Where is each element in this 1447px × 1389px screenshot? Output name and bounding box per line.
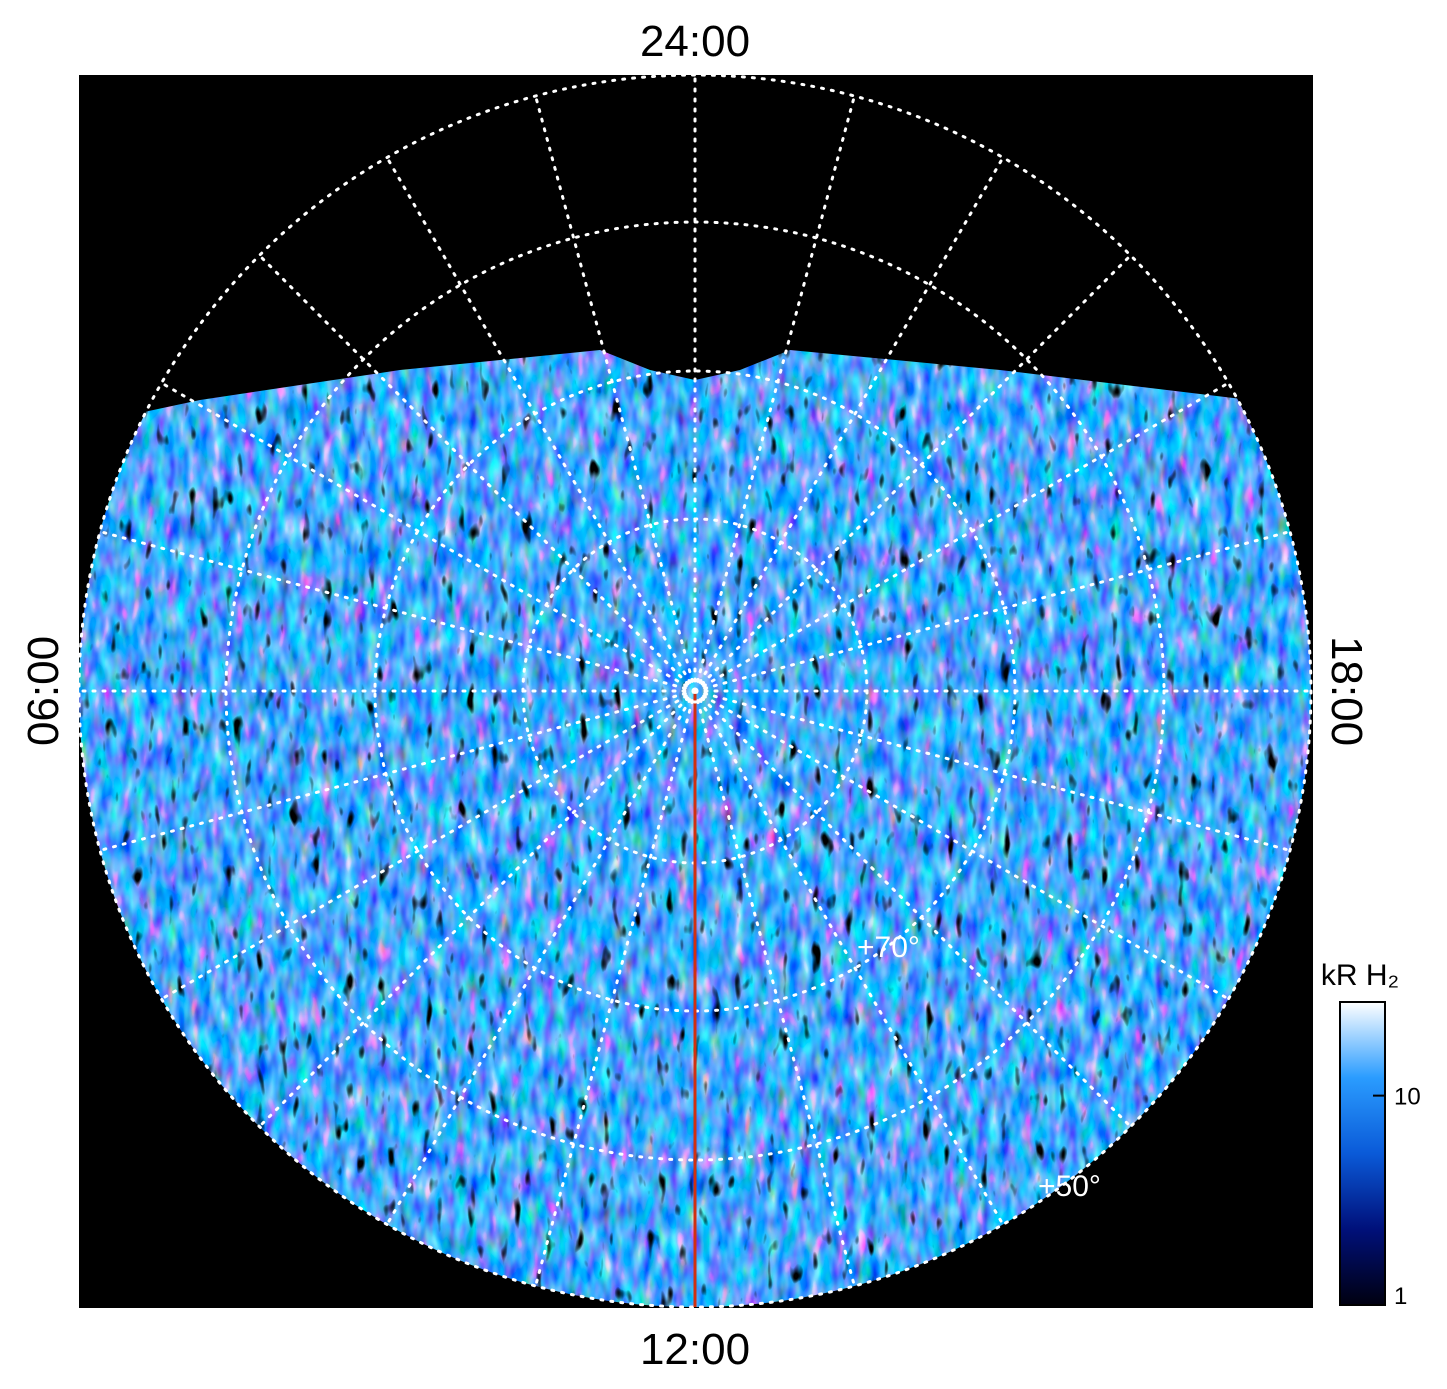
mlt-label: 12:00 [640, 1325, 750, 1374]
meridian [693, 253, 1133, 693]
pole-dot [692, 688, 698, 694]
colorbar-tick-label: 1 [1394, 1283, 1407, 1310]
colorbar-tick-label: 10 [1394, 1084, 1421, 1111]
pole-marker [682, 678, 708, 704]
meridian [534, 94, 697, 693]
mlt-label: 06:00 [19, 636, 68, 746]
meridian [160, 381, 697, 693]
meridian [98, 530, 697, 693]
meridian [693, 689, 1133, 1129]
meridian [693, 689, 1230, 1001]
meridian [160, 689, 697, 1001]
colorbar [1339, 1001, 1386, 1306]
meridian [385, 156, 697, 693]
colorbar-ticks: 1 10 [1373, 1084, 1421, 1310]
meridian [693, 689, 856, 1288]
meridian [693, 689, 1005, 1226]
meridian [257, 689, 697, 1129]
meridian [98, 689, 697, 852]
meridian [693, 381, 1230, 693]
meridian [693, 156, 1005, 693]
mlt-label: 18:00 [1322, 636, 1371, 746]
meridian [257, 253, 697, 693]
meridian [534, 689, 697, 1288]
lat-label: +70° [857, 931, 920, 964]
lat-circle [77, 73, 1313, 1309]
meridian [693, 530, 1292, 693]
meridian [693, 94, 856, 693]
meridian [385, 689, 697, 1226]
mlt-label: 24:00 [640, 17, 750, 66]
lat-label: +50° [1038, 1170, 1101, 1203]
meridian [693, 689, 1292, 852]
colorbar-label: kR H₂ [1321, 959, 1399, 992]
grid [77, 73, 1313, 1309]
